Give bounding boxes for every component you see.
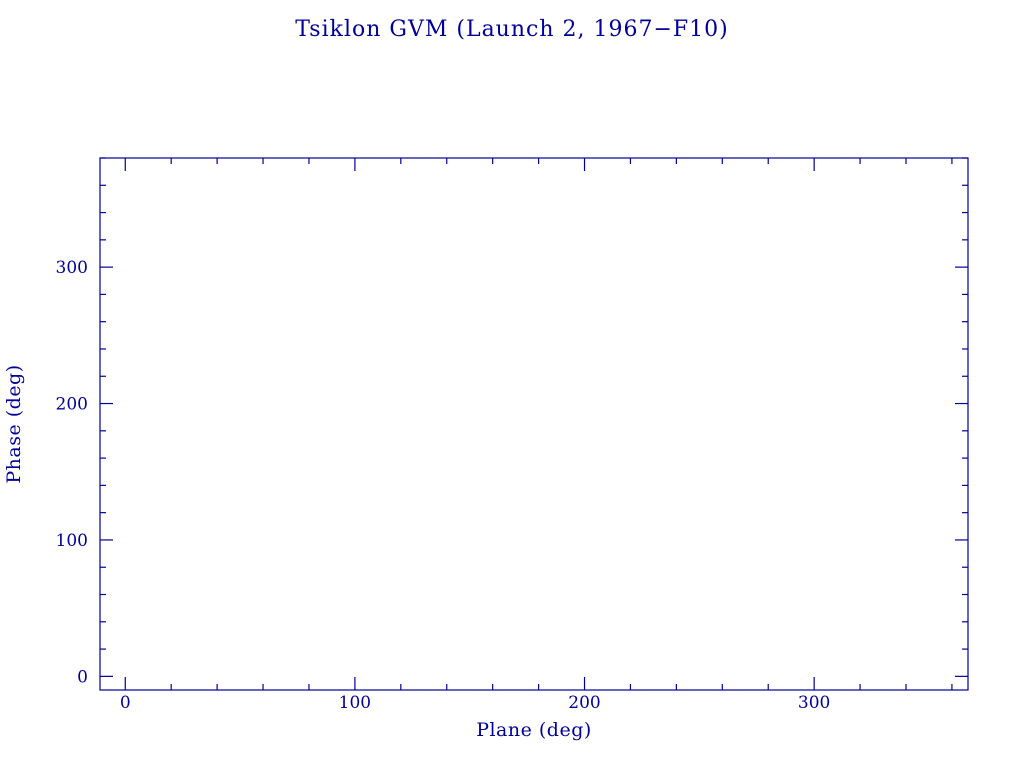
x-axis-label: Plane (deg) <box>476 719 592 741</box>
x-tick-label: 0 <box>120 693 131 713</box>
x-tick-label: 100 <box>339 693 371 713</box>
y-tick-label: 300 <box>56 258 88 278</box>
y-tick-label: 100 <box>56 531 88 551</box>
x-tick-label: 200 <box>568 693 600 713</box>
y-axis-label: Phase (deg) <box>3 364 25 484</box>
x-tick-label: 300 <box>798 693 830 713</box>
plot-frame <box>99 157 969 691</box>
chart-title: Tsiklon GVM (Launch 2, 1967−F10) <box>295 17 729 42</box>
y-tick-label: 0 <box>77 667 88 687</box>
y-tick-label: 200 <box>56 395 88 415</box>
